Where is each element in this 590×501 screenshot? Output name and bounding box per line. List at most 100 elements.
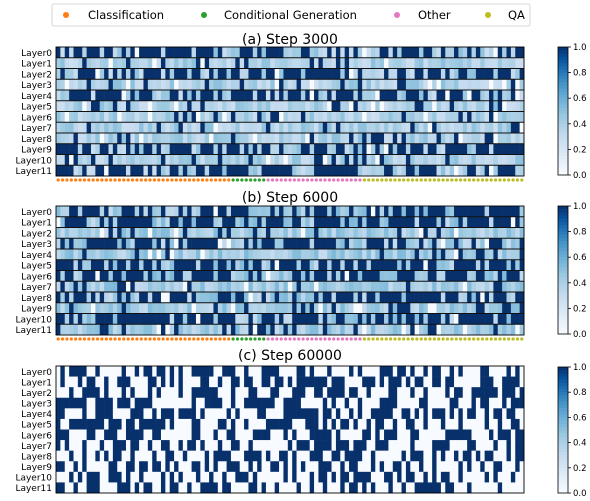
task-marker (65, 337, 69, 341)
y-tick-label: Layer10 (15, 474, 52, 484)
heatmap-cell (252, 238, 258, 250)
heatmap-cell (270, 440, 275, 451)
heatmap-cell (112, 408, 118, 420)
heatmap-cell (86, 122, 92, 134)
heatmap-cell (226, 397, 232, 409)
heatmap-cell (322, 259, 328, 271)
task-marker (78, 337, 82, 341)
colorbar-step (558, 483, 568, 488)
heatmap-cell (152, 408, 157, 420)
heatmap-cell (187, 111, 192, 123)
heatmap-cell (506, 111, 512, 123)
colorbar-step (558, 127, 568, 131)
heatmap-cell (322, 270, 328, 282)
heatmap-cell (458, 418, 464, 430)
heatmap-cell (108, 57, 114, 69)
heatmap-cell (121, 292, 127, 304)
heatmap-cell (327, 143, 332, 155)
y-tick-label: Layer3 (21, 240, 52, 250)
heatmap-cell (445, 206, 450, 218)
heatmap-cell (419, 292, 424, 304)
heatmap-cell (327, 482, 332, 494)
panel-title-b: (b) Step 6000 (242, 190, 338, 206)
heatmap-cell (357, 133, 363, 145)
heatmap-cell (213, 111, 219, 123)
heatmap-cell (143, 249, 149, 261)
heatmap-cell (327, 471, 332, 483)
heatmap-cell (370, 270, 376, 282)
heatmap-cell (82, 68, 87, 80)
heatmap-cell (510, 366, 516, 377)
heatmap-cell (69, 154, 74, 166)
heatmap-cell (174, 47, 179, 59)
heatmap-cell (169, 90, 175, 102)
heatmap-cell (489, 313, 494, 325)
heatmap-cell (125, 471, 131, 483)
heatmap-cell (344, 450, 350, 462)
heatmap-cell (82, 133, 87, 145)
task-marker (69, 178, 73, 182)
heatmap-cell (440, 47, 446, 59)
heatmap-cell (82, 206, 87, 218)
colorbar-step (558, 72, 568, 77)
heatmap-cell (257, 143, 262, 155)
heatmap-cell (292, 227, 297, 239)
heatmap-cell (427, 154, 433, 166)
heatmap-cell (449, 418, 455, 430)
heatmap-cell (427, 90, 433, 102)
heatmap-cell (152, 397, 157, 409)
heatmap-cell (506, 281, 512, 293)
heatmap-cell (235, 259, 240, 271)
heatmap-cell (204, 47, 210, 59)
heatmap-cell (401, 57, 407, 69)
heatmap-cell (222, 238, 227, 250)
heatmap-cell (296, 482, 302, 494)
heatmap-cell (261, 482, 267, 494)
heatmap-cell (174, 79, 179, 91)
heatmap-cell (484, 122, 490, 134)
heatmap-cell (191, 461, 197, 473)
heatmap-cell (160, 376, 166, 388)
heatmap-cell (300, 324, 306, 336)
heatmap-cell (493, 154, 499, 166)
heatmap-cell (480, 397, 485, 409)
heatmap-cell (392, 122, 398, 134)
heatmap-cell (279, 206, 284, 218)
colorbar-tick-label: 0.8 (573, 388, 587, 398)
heatmap-cell (419, 79, 424, 91)
heatmap-cell (510, 57, 516, 69)
heatmap-cell (64, 133, 70, 145)
heatmap-cell (134, 471, 140, 483)
heatmap-cell (156, 366, 162, 377)
heatmap-cell (108, 429, 114, 441)
heatmap-cell (99, 292, 105, 304)
heatmap-cell (270, 324, 275, 336)
heatmap-cell (165, 154, 171, 166)
heatmap-cell (370, 461, 376, 473)
heatmap-cell (108, 366, 114, 377)
heatmap-cell (462, 133, 468, 145)
heatmap-cell (77, 57, 83, 69)
heatmap-cell (265, 450, 271, 462)
heatmap-cell (209, 376, 214, 388)
heatmap-cell (248, 324, 254, 336)
heatmap-cell (77, 281, 83, 293)
heatmap-cell (331, 206, 337, 218)
heatmap-cell (86, 450, 92, 462)
heatmap-panel-a: (a) Step 3000 Layer0Layer1Layer2Layer3La… (15, 32, 587, 182)
heatmap-cell (436, 408, 442, 420)
heatmap-cell (200, 440, 206, 451)
task-marker (130, 178, 135, 182)
heatmap-cell (432, 270, 437, 282)
heatmap-cell (217, 165, 223, 177)
task-marker (117, 337, 122, 341)
heatmap-cell (73, 216, 79, 228)
task-marker (292, 178, 296, 182)
heatmap-cell (427, 259, 433, 271)
heatmap-cell (117, 100, 122, 112)
heatmap-cell (471, 165, 477, 177)
heatmap-cell (121, 259, 127, 271)
heatmap-cell (419, 397, 424, 409)
heatmap-cell (497, 249, 503, 261)
heatmap-cell (322, 111, 328, 123)
